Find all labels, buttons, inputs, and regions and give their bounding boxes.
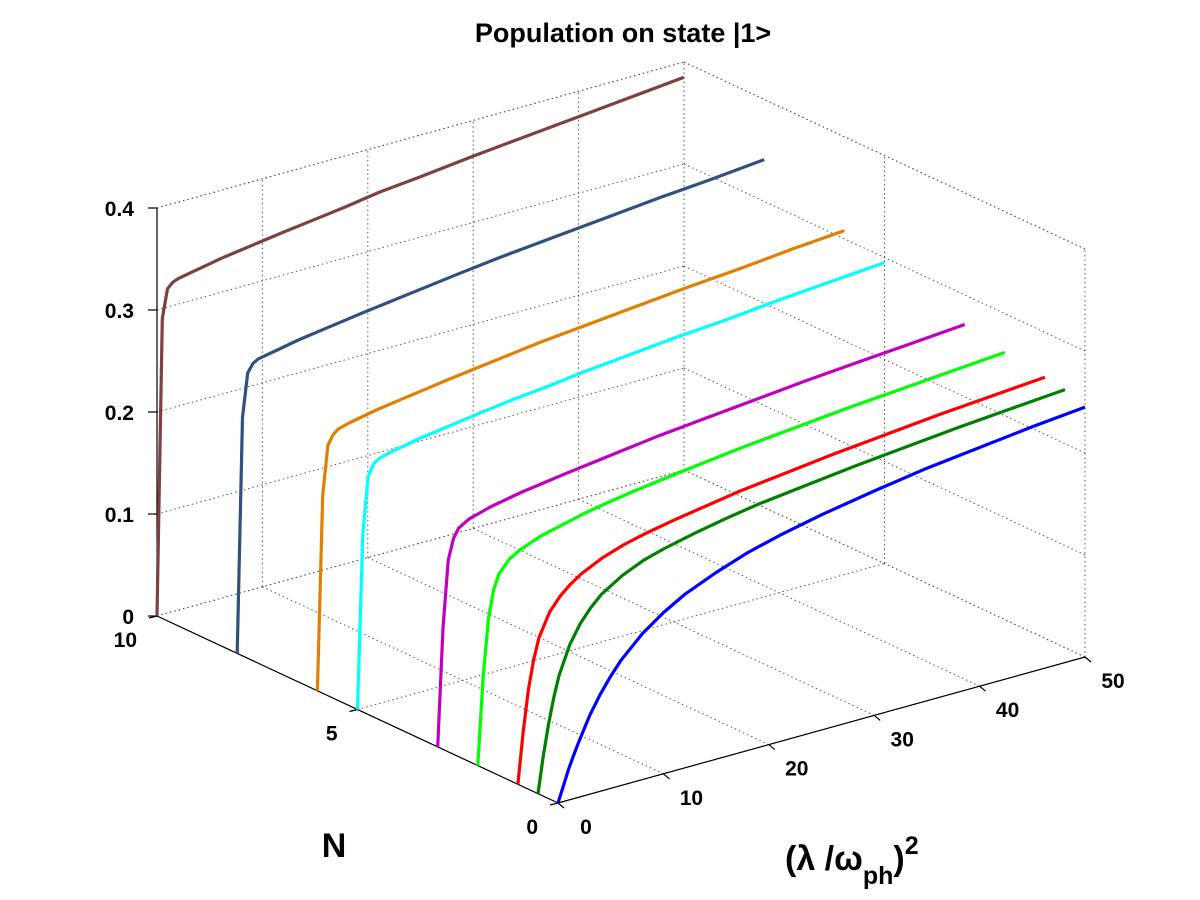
x-tick-mark: [768, 744, 776, 751]
series-line-n-0-5: [536, 388, 1066, 794]
grid-lines: [156, 61, 1086, 804]
y-tick-label: 5: [326, 723, 338, 746]
x-axis-label-paren: ): [893, 840, 904, 878]
x-tick-label: 30: [891, 728, 914, 751]
box-edge: [156, 61, 685, 209]
box-edge: [683, 61, 1086, 250]
chart-title: Population on state |1>: [475, 18, 771, 48]
x-axis-line: [557, 656, 1086, 804]
x-tick-mark: [557, 802, 565, 809]
x-tick-mark: [1084, 656, 1092, 663]
x-axis-label-main: (λ /ω: [785, 840, 863, 878]
z-tick-label: 0.1: [105, 504, 135, 527]
back-wall-grid-line: [156, 163, 685, 311]
y-tick-mark: [549, 802, 559, 806]
x-tick-mark: [979, 685, 986, 692]
side-wall-grid-line: [683, 163, 1086, 352]
series-line-n-10: [155, 75, 685, 617]
x-tick-label: 0: [580, 816, 592, 839]
series-line-n-3: [436, 322, 966, 747]
x-tick-mark: [873, 714, 881, 721]
z-tick-label: 0.3: [105, 300, 134, 323]
floor-grid-line: [357, 563, 885, 710]
x-axis-label-subscript: ph: [863, 862, 894, 890]
x-tick-label: 50: [1101, 670, 1124, 693]
y-tick-label: 0: [526, 816, 538, 839]
side-wall-grid-line: [683, 469, 1086, 658]
data-series: [155, 75, 1086, 804]
series-line-n-8: [235, 158, 765, 654]
floor-grid-line: [472, 527, 875, 716]
side-wall-grid-line: [683, 265, 1086, 454]
y-tick-mark: [349, 708, 358, 713]
y-tick-label: 10: [114, 629, 137, 652]
x-tick-label: 20: [785, 758, 808, 781]
series-line-n-1: [516, 375, 1046, 785]
series-line-n-0: [556, 405, 1086, 804]
x-tick-label: 10: [680, 787, 703, 810]
series-line-n-6: [315, 229, 845, 691]
back-wall-grid-line: [156, 469, 685, 617]
side-wall-grid-line: [683, 367, 1086, 556]
z-tick-label: 0.4: [105, 198, 135, 221]
y-axis-label: N: [322, 827, 347, 865]
z-tick-label: 0.2: [105, 402, 134, 425]
x-axis-label-superscript: 2: [905, 832, 919, 860]
series-line-n-2: [476, 350, 1006, 766]
x-tick-label: 40: [996, 699, 1019, 722]
back-wall-grid-line: [156, 367, 685, 515]
series-line-n-5: [355, 261, 886, 710]
z-tick-label: 0: [122, 606, 134, 629]
x-tick-mark: [663, 773, 670, 780]
x-axis-label: (λ /ωph)2: [785, 832, 919, 890]
